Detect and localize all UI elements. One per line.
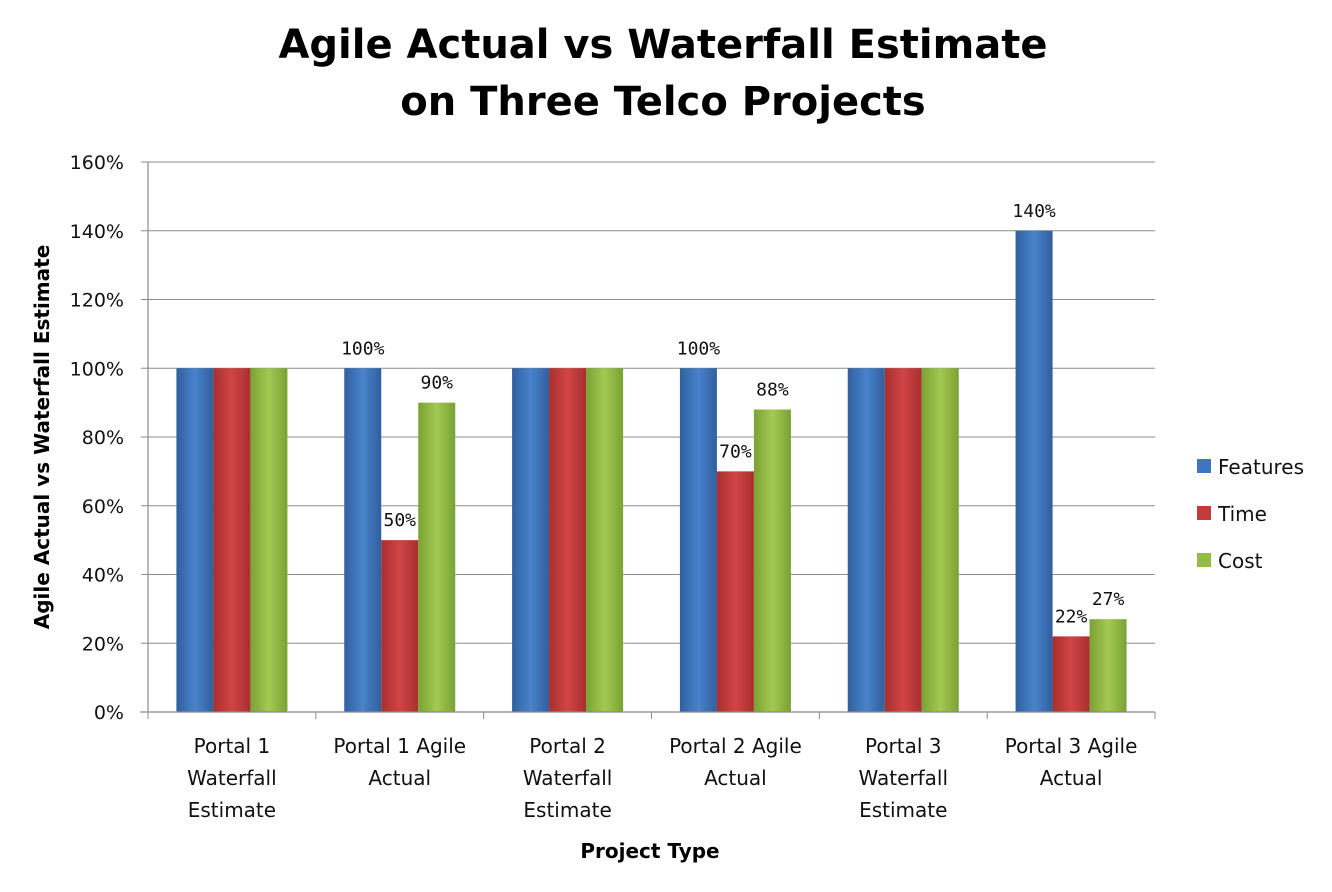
- y-tick-label: 80%: [82, 427, 124, 449]
- x-category-label: Estimate: [188, 798, 276, 822]
- y-tick-label: 160%: [70, 152, 124, 174]
- x-axis-title: Project Type: [580, 839, 719, 863]
- x-category-label: Portal 3 Agile: [1005, 734, 1138, 758]
- x-category-label: Portal 1: [194, 734, 271, 758]
- legend-swatch-cost: [1197, 553, 1211, 567]
- data-label-cost: 27%: [1092, 589, 1125, 610]
- legend-label-features: Features: [1218, 455, 1304, 479]
- x-axis-categories: Portal 1 Waterfall Estimate Portal 1 Agile A…: [147, 712, 1156, 822]
- bar-features: [847, 368, 885, 712]
- data-label-time: 70%: [719, 441, 752, 462]
- bar-cost: [753, 409, 791, 712]
- y-tick-label: 120%: [70, 290, 124, 312]
- bar-features: [679, 368, 717, 712]
- y-tick-label: 40%: [82, 565, 124, 587]
- data-label-features: 100%: [677, 338, 721, 359]
- bar-features: [344, 368, 382, 712]
- bar-time: [884, 368, 922, 712]
- y-tick-label: 60%: [82, 496, 124, 518]
- legend-swatch-features: [1197, 459, 1211, 473]
- data-label-features: 100%: [341, 338, 385, 359]
- chart-title-line-1: Agile Actual vs Waterfall Estimate: [278, 22, 1047, 68]
- x-category-label: Portal 3: [865, 734, 942, 758]
- bar-cost: [250, 368, 288, 712]
- bar-cost: [586, 368, 624, 712]
- data-label-time: 22%: [1055, 606, 1088, 627]
- x-category-label: Actual: [704, 766, 767, 790]
- data-label-cost: 90%: [420, 373, 453, 394]
- bar-cost: [921, 368, 959, 712]
- y-tick-label: 100%: [70, 358, 124, 380]
- bar-time: [716, 471, 754, 712]
- x-category-label: Portal 2: [529, 734, 606, 758]
- x-category-label: Waterfall: [187, 766, 277, 790]
- y-axis-title: Agile Actual vs Waterfall Estimate: [30, 245, 54, 630]
- y-axis-ticks: 0% 20% 40% 60% 80% 100% 120% 140% 160%: [70, 152, 148, 724]
- legend-label-cost: Cost: [1218, 549, 1263, 573]
- data-labels: 100% 50% 90% 100% 70% 88% 140% 22%27%: [341, 201, 1124, 628]
- x-category-label: Portal 2 Agile: [669, 734, 802, 758]
- bar-time: [381, 540, 419, 712]
- x-category-label: Estimate: [859, 798, 947, 822]
- data-label-cost: 88%: [756, 380, 789, 401]
- x-category-label: Estimate: [523, 798, 611, 822]
- bar-cost: [1089, 619, 1127, 712]
- legend: Features Time Cost: [1197, 455, 1304, 573]
- x-category-label: Actual: [368, 766, 431, 790]
- x-category-label: Waterfall: [858, 766, 948, 790]
- y-tick-label: 140%: [70, 221, 124, 243]
- x-category-label: Actual: [1040, 766, 1103, 790]
- chart-title-line-2: on Three Telco Projects: [400, 79, 926, 125]
- bars: [176, 230, 1127, 712]
- x-category-label: Waterfall: [523, 766, 613, 790]
- bar-features: [512, 368, 550, 712]
- data-label-features: 140%: [1012, 201, 1056, 222]
- y-tick-label: 0%: [94, 702, 124, 724]
- bar-time: [549, 368, 587, 712]
- legend-label-time: Time: [1217, 502, 1267, 526]
- bar-features: [176, 368, 214, 712]
- y-tick-label: 20%: [82, 633, 124, 655]
- bar-cost: [418, 402, 456, 712]
- bar-features: [1015, 230, 1053, 712]
- bar-time: [1052, 636, 1090, 712]
- gridlines: [148, 161, 1155, 644]
- bar-time: [213, 368, 251, 712]
- x-category-label: Portal 1 Agile: [333, 734, 466, 758]
- legend-swatch-time: [1197, 506, 1211, 520]
- data-label-time: 50%: [383, 510, 416, 531]
- chart-title: Agile Actual vs Waterfall Estimate on Th…: [278, 22, 1047, 125]
